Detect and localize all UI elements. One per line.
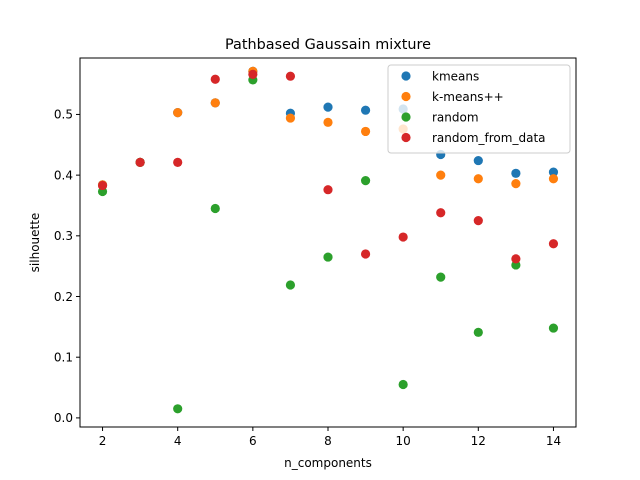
data-point: [473, 155, 483, 166]
data-point: [548, 323, 559, 333]
data-point: [323, 102, 333, 112]
legend-label: random_from_data: [432, 131, 546, 145]
x-tick-label: 12: [471, 434, 486, 448]
x-tick-label: 10: [396, 434, 411, 448]
data-point: [323, 117, 333, 127]
data-point: [173, 108, 183, 118]
legend-marker: [401, 132, 411, 143]
data-point: [398, 232, 408, 242]
x-tick-label: 4: [174, 434, 182, 448]
legend-label: random: [432, 110, 479, 124]
data-point: [173, 157, 183, 167]
x-tick-label: 2: [99, 434, 107, 448]
data-point: [436, 272, 446, 282]
legend-label: kmeans: [432, 69, 479, 83]
legend-marker: [401, 112, 411, 122]
data-point: [360, 126, 371, 137]
x-tick-label: 6: [249, 434, 257, 448]
data-point: [360, 249, 371, 259]
data-point: [548, 167, 559, 177]
x-axis-ticks: 2 4 6 8 10 12 14: [99, 427, 561, 448]
data-point: [248, 69, 258, 79]
data-point: [511, 179, 521, 189]
data-point: [285, 113, 296, 123]
data-point: [323, 252, 333, 262]
data-point: [210, 74, 220, 84]
data-point: [511, 254, 521, 264]
legend: kmeans k-means++ random random_from_data: [387, 64, 571, 154]
data-point: [511, 168, 521, 178]
x-tick-label: 14: [546, 434, 561, 448]
y-tick-label: 0.4: [54, 168, 73, 182]
y-tick-label: 0.0: [54, 411, 73, 425]
y-tick-label: 0.3: [54, 229, 73, 243]
data-point: [473, 174, 483, 184]
data-point: [210, 203, 220, 214]
data-point: [285, 71, 296, 81]
data-point: [360, 175, 371, 186]
legend-marker: [401, 91, 411, 102]
legend-label: k-means++: [432, 90, 504, 104]
data-point: [173, 404, 183, 414]
y-tick-label: 0.5: [54, 108, 73, 122]
x-tick-label: 8: [324, 434, 332, 448]
legend-marker: [401, 71, 411, 81]
data-point: [398, 379, 408, 390]
y-tick-label: 0.2: [54, 290, 73, 304]
data-point: [548, 239, 559, 249]
data-point: [436, 170, 446, 180]
series-random-from-data: [97, 69, 559, 264]
data-point: [97, 180, 108, 191]
data-point: [360, 105, 371, 115]
data-point: [210, 98, 220, 108]
data-point: [436, 208, 446, 218]
data-point: [548, 174, 559, 184]
chart-title: Pathbased Gaussain mixture: [225, 37, 431, 53]
x-axis-label: n_components: [284, 456, 372, 470]
data-point: [473, 327, 483, 337]
data-point: [473, 216, 483, 226]
y-axis-ticks: 0.0 0.1 0.2 0.3 0.4 0.5: [54, 108, 80, 425]
data-point: [285, 280, 296, 290]
legend-box: [387, 64, 571, 154]
y-axis-label: silhouette: [28, 213, 42, 273]
y-tick-label: 0.1: [54, 351, 73, 365]
data-point: [135, 157, 145, 167]
plot-frame: [79, 57, 577, 428]
data-point: [323, 185, 333, 195]
